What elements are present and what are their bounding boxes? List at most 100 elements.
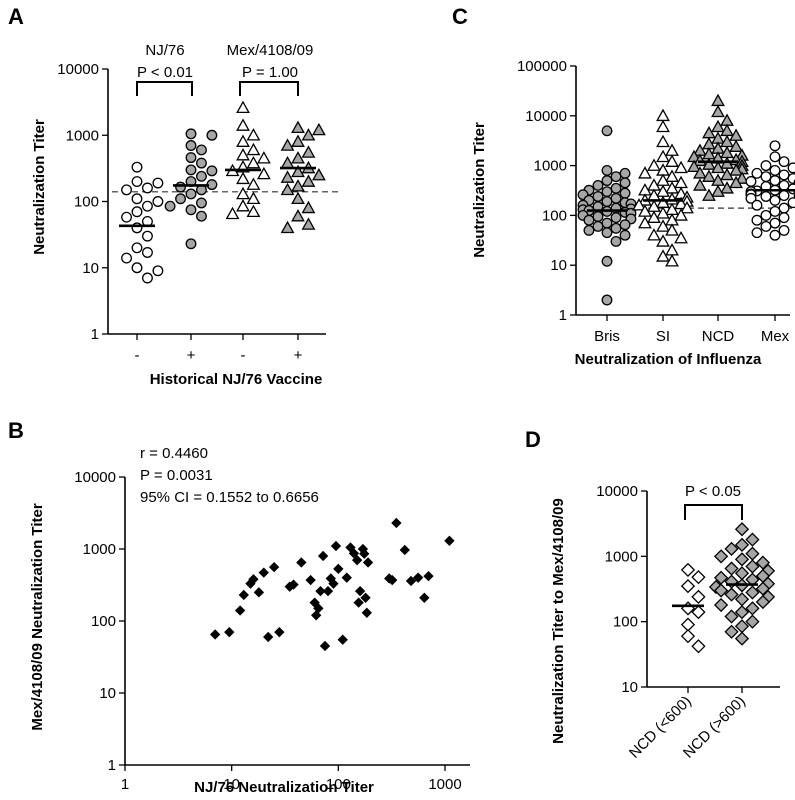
c-data-point xyxy=(760,171,772,183)
b-data-point xyxy=(268,561,280,573)
a-data-point xyxy=(141,230,153,242)
panel-label-b: B xyxy=(8,418,24,443)
panel-label-d: D xyxy=(525,427,541,452)
d-data-point xyxy=(745,585,760,600)
b-data-point xyxy=(361,607,372,618)
c-data-point xyxy=(656,119,670,133)
b-x-tick-label: 10 xyxy=(223,776,240,793)
c-x-tick-label: SI xyxy=(656,328,670,345)
c-y-tick-label: 10 xyxy=(550,257,567,274)
a-data-point xyxy=(141,182,153,194)
d-data-point xyxy=(745,601,760,616)
p-value-mex: P = 1.00 xyxy=(242,64,298,81)
y-axis-title-a: Neutralization Titer xyxy=(31,119,48,255)
c-data-point xyxy=(656,234,670,247)
panel-c: C Neutralization Titer Neutralization of… xyxy=(452,4,795,368)
c-data-point xyxy=(778,224,790,236)
a-data-point xyxy=(301,128,316,141)
b-data-point xyxy=(322,585,334,597)
c-data-point xyxy=(674,160,688,174)
c-data-point xyxy=(787,197,795,209)
b-data-point xyxy=(333,563,344,575)
c-data-point xyxy=(693,166,707,179)
c-data-point xyxy=(711,93,725,107)
d-data-point xyxy=(734,605,750,620)
a-x-tick-label: + xyxy=(187,347,196,364)
a-x-tick-label: - xyxy=(135,347,140,364)
a-y-tick-label: 10 xyxy=(82,260,99,277)
a-data-point xyxy=(185,188,197,200)
b-y-tick-label: 10 xyxy=(99,685,116,702)
a-data-point xyxy=(141,272,153,284)
b-data-point xyxy=(353,597,364,608)
c-data-point xyxy=(601,164,613,176)
c-x-tick-label: Mex xyxy=(761,328,790,345)
a-data-point xyxy=(185,128,197,140)
c-data-point xyxy=(769,229,781,241)
d-data-point xyxy=(734,522,750,537)
d-data-point xyxy=(734,631,750,646)
a-data-point xyxy=(291,120,305,133)
b-x-tick-label: 1000 xyxy=(428,776,461,793)
a-data-point xyxy=(185,152,197,164)
c-data-point xyxy=(778,179,790,191)
d-data-point xyxy=(680,562,696,578)
b-data-point xyxy=(330,540,342,552)
c-data-point xyxy=(583,224,595,236)
a-data-point xyxy=(236,118,250,131)
d-data-point xyxy=(680,579,696,594)
d-data-point xyxy=(724,587,739,602)
strain-label-nj76: NJ/76 xyxy=(145,42,184,59)
c-y-tick-label: 10000 xyxy=(525,108,567,125)
a-data-point xyxy=(236,148,250,161)
a-data-point xyxy=(256,151,271,164)
a-data-point xyxy=(236,186,250,200)
d-data-point xyxy=(724,541,739,557)
d-y-tick-label: 100 xyxy=(613,614,638,631)
c-data-point xyxy=(769,206,781,217)
a-data-point xyxy=(246,128,261,141)
d-data-point xyxy=(724,609,739,624)
c-data-point xyxy=(632,198,646,211)
c-data-point xyxy=(601,227,613,239)
c-data-point xyxy=(769,140,781,152)
c-data-point xyxy=(592,220,604,232)
c-data-point xyxy=(693,178,707,191)
a-data-point xyxy=(291,209,305,222)
p-value-nj76: P < 0.01 xyxy=(137,64,193,81)
b-x-tick-label: 1 xyxy=(121,776,129,793)
c-data-point xyxy=(778,169,790,181)
b-data-point xyxy=(444,535,455,546)
a-data-point xyxy=(131,161,143,173)
a-data-point xyxy=(236,171,250,185)
d-data-point xyxy=(691,605,706,620)
panel-label-a: A xyxy=(8,4,24,29)
a-data-point xyxy=(131,242,143,254)
c-data-point xyxy=(656,206,670,219)
a-data-point xyxy=(291,151,305,164)
c-data-point xyxy=(665,254,679,267)
c-data-point xyxy=(619,187,631,199)
a-data-point xyxy=(185,140,197,151)
c-data-point xyxy=(711,184,725,197)
b-data-point xyxy=(313,603,324,614)
c-data-point xyxy=(711,160,725,174)
d-y-tick-label: 1000 xyxy=(605,548,638,565)
b-y-tick-label: 1000 xyxy=(83,541,116,558)
significance-bracket-mex xyxy=(239,81,299,96)
b-data-point xyxy=(362,557,374,568)
c-y-tick-label: 100000 xyxy=(517,58,567,75)
b-data-point xyxy=(263,631,274,643)
a-data-point xyxy=(195,210,207,222)
a-data-point xyxy=(236,199,250,212)
c-data-point xyxy=(687,159,701,172)
a-data-point xyxy=(301,145,316,158)
a-data-point xyxy=(185,164,197,176)
d-data-point xyxy=(755,594,771,610)
a-data-point xyxy=(152,196,164,207)
c-data-point xyxy=(778,202,790,214)
panel-a: A Neutralization Titer Historical NJ/76 … xyxy=(8,4,340,388)
d-data-point xyxy=(680,629,696,644)
a-data-point xyxy=(301,174,316,187)
c-data-point xyxy=(751,227,763,239)
